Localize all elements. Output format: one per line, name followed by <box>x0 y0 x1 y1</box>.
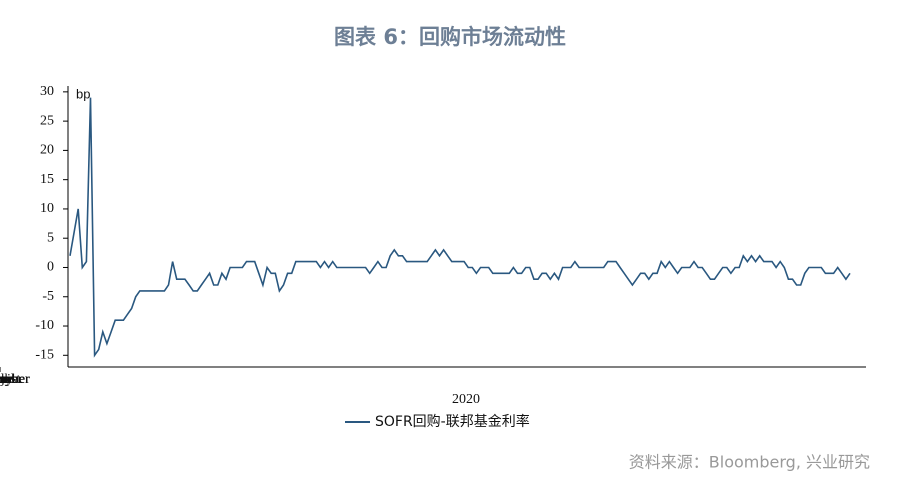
chart-title: 图表 6：回购市场流动性 <box>334 25 566 49</box>
x-tick-label: March <box>0 372 18 387</box>
x-tick-label: June <box>0 372 13 387</box>
y-tick-label: 5 <box>47 230 54 245</box>
y-tick-label: 30 <box>40 84 54 99</box>
y-tick-label: 20 <box>40 143 54 158</box>
x-tick-label: September <box>0 372 30 387</box>
x-tick-label: November <box>0 372 30 387</box>
y-tick-label: 15 <box>40 172 54 187</box>
x-axis-label: 2020 <box>452 392 480 407</box>
y-tick-label: 25 <box>40 113 54 128</box>
series-line <box>69 97 851 358</box>
x-tick-label: October <box>0 372 23 387</box>
legend-label: SOFR回购-联邦基金利率 <box>375 413 530 430</box>
y-tick-label: -5 <box>42 289 54 304</box>
x-tick-label: May <box>0 372 13 387</box>
source: 资料来源：Bloomberg, 兴业研究 <box>629 453 870 472</box>
y-tick-label: -10 <box>35 318 54 333</box>
y-tick-label: -15 <box>35 348 54 363</box>
x-tick-label: August <box>0 372 20 387</box>
x-tick-label: April <box>0 372 15 387</box>
y-tick-label: 0 <box>47 260 54 275</box>
x-tick-label: July <box>0 372 12 387</box>
y-tick-label: 10 <box>40 201 54 216</box>
unit-label: bp <box>76 86 90 101</box>
